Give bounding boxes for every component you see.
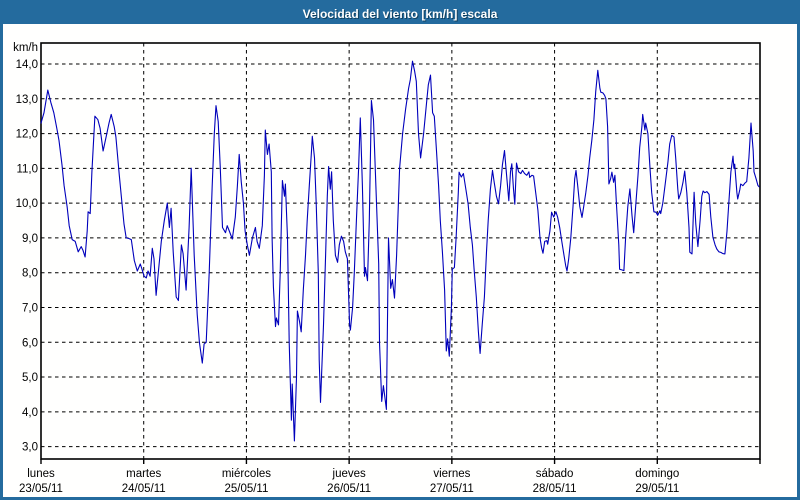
y-axis-label: 13,0 (16, 94, 38, 106)
y-axis-label: 14,0 (16, 59, 38, 71)
y-axis-label: 12,0 (16, 129, 38, 141)
y-axis-label: 7,0 (22, 302, 38, 314)
x-axis-day-label: miércoles (222, 468, 271, 480)
x-axis-date-label: 28/05/11 (533, 483, 577, 495)
x-axis-date-label: 23/05/11 (19, 483, 63, 495)
y-axis-unit-label: km/h (13, 42, 38, 54)
x-axis-date-label: 29/05/11 (635, 483, 679, 495)
y-axis-label: 5,0 (22, 372, 38, 384)
x-axis-day-label: sábado (536, 468, 574, 480)
title-bar: Velocidad del viento [km/h] escala (3, 3, 797, 24)
x-axis-day-label: lunes (27, 468, 55, 480)
y-axis-label: 3,0 (22, 442, 38, 454)
x-axis-day-label: viernes (433, 468, 470, 480)
x-axis-date-label: 26/05/11 (327, 483, 371, 495)
plot-area (40, 42, 761, 460)
y-axis-label: 9,0 (22, 233, 38, 245)
x-axis-day-label: martes (126, 468, 161, 480)
y-axis-label: 4,0 (22, 407, 38, 419)
x-axis-date-label: 25/05/11 (224, 483, 268, 495)
y-axis-label: 10,0 (16, 198, 38, 210)
wind-speed-line (40, 60, 760, 442)
x-axis-day-label: jueves (332, 468, 366, 480)
y-axis-label: 11,0 (16, 163, 38, 175)
x-axis-day-label: domingo (635, 468, 679, 480)
y-axis-label: 6,0 (22, 337, 38, 349)
x-axis-date-label: 24/05/11 (122, 483, 166, 495)
x-axis-date-label: 27/05/11 (430, 483, 474, 495)
chart-title: Velocidad del viento [km/h] escala (302, 6, 498, 21)
y-axis-label: 8,0 (22, 268, 38, 280)
